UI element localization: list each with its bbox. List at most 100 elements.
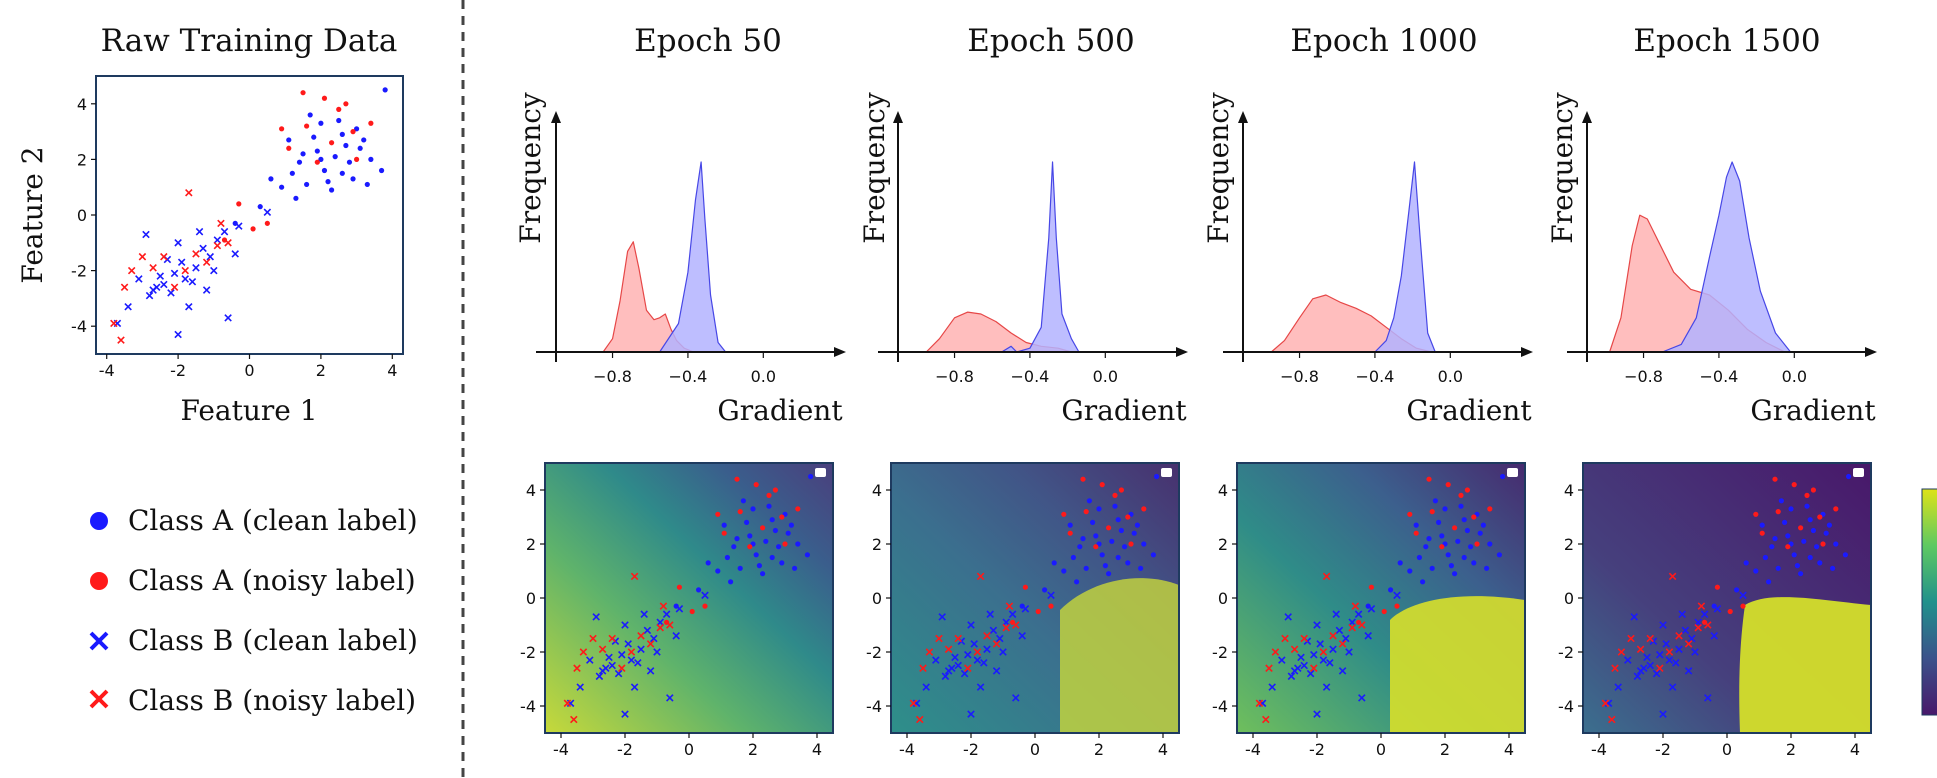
data-point (350, 176, 356, 182)
legend-marker-class-a-noisy (90, 572, 108, 590)
data-point (672, 632, 680, 640)
x-tick-label: 4 (1504, 740, 1514, 759)
data-point (618, 664, 626, 672)
data-point (127, 266, 136, 275)
data-point (788, 522, 795, 528)
data-point (1090, 519, 1096, 526)
y-tick-label: 4 (526, 481, 536, 500)
data-point (1093, 533, 1099, 539)
data-point (145, 291, 154, 300)
data-point (167, 289, 175, 297)
data-point (1255, 699, 1264, 708)
data-point (605, 653, 613, 662)
clean-gradient-density (1661, 161, 1792, 353)
epoch-1000-x-label: Gradient (1406, 394, 1532, 427)
data-point (1048, 603, 1054, 609)
data-point (576, 683, 584, 691)
data-point (1112, 492, 1118, 498)
data-point (1035, 608, 1041, 615)
data-point (1694, 623, 1702, 632)
data-point (1442, 506, 1448, 512)
data-point (1388, 587, 1394, 593)
data-point (1665, 648, 1674, 656)
data-point (1329, 645, 1337, 654)
data-point (1627, 634, 1635, 643)
data-point (1452, 571, 1458, 577)
data-point (263, 208, 272, 216)
data-point (737, 565, 743, 571)
data-point (1704, 621, 1712, 629)
data-point (996, 634, 1004, 643)
y-tick-label: -2 (520, 643, 536, 662)
x-axis-arrow (1865, 347, 1877, 357)
raw-data-panel: Raw Training Data -4 -2 0 2 4 4 2 0 -2 -4 Featur… (16, 23, 404, 427)
data-point (1480, 522, 1486, 528)
x-tick-label: 4 (1158, 740, 1168, 759)
x-tick-label: −0.8 (935, 367, 974, 386)
data-point (954, 634, 962, 643)
data-point (314, 159, 320, 165)
data-point (1668, 683, 1677, 691)
gradient-histogram-epoch-1000: Epoch 1000 −0.8 −0.4 0.0 Gradient Frequenc… (1202, 23, 1533, 427)
data-point (1791, 552, 1797, 558)
data-point (1662, 640, 1670, 648)
data-point (919, 664, 927, 672)
data-point (621, 710, 629, 718)
data-point (1636, 667, 1645, 675)
data-point (1766, 579, 1772, 585)
data-point (922, 683, 930, 691)
data-point (1500, 473, 1506, 480)
epoch-50-x-label: Gradient (717, 394, 843, 427)
data-point (329, 140, 335, 146)
data-point (1772, 536, 1778, 542)
x-tick-label: 0 (244, 361, 254, 380)
data-point (573, 664, 581, 672)
data-point (1778, 498, 1784, 504)
data-point (640, 610, 648, 618)
data-point (983, 632, 991, 640)
data-point (1319, 656, 1328, 664)
data-point (1668, 572, 1677, 581)
data-point (659, 602, 668, 610)
data-point (1798, 571, 1804, 577)
legend-label-class-b-clean: Class B (clean label) (128, 624, 418, 657)
x-tick-label: −0.8 (1280, 367, 1319, 386)
boundary-1000-high-region (1390, 596, 1525, 733)
data-point (1445, 482, 1451, 488)
data-point (983, 645, 991, 654)
data-point (769, 554, 775, 561)
data-point (656, 623, 664, 632)
data-point (174, 239, 182, 247)
data-point (217, 219, 225, 228)
boundary-1000-legend-box (1507, 468, 1518, 477)
boundary-1500-legend-box (1853, 468, 1864, 477)
data-point (1798, 525, 1804, 531)
data-point (1833, 506, 1839, 512)
data-point (378, 167, 385, 174)
data-point (382, 87, 388, 93)
data-point (195, 227, 204, 236)
data-point (120, 283, 129, 292)
data-point (1727, 608, 1733, 615)
data-point (1131, 530, 1137, 536)
data-point (666, 694, 674, 702)
y-tick-label: 0 (77, 206, 87, 225)
data-point (1477, 530, 1483, 536)
data-point (766, 492, 772, 498)
data-point (1394, 603, 1400, 609)
data-point (1397, 560, 1403, 566)
data-point (185, 302, 193, 311)
data-point (346, 159, 353, 165)
data-point (1051, 560, 1057, 566)
data-point (608, 634, 616, 643)
data-point (110, 319, 118, 328)
data-point (662, 610, 671, 618)
data-point (1300, 661, 1308, 670)
data-point (598, 667, 607, 675)
data-point (174, 330, 182, 339)
data-point (1633, 672, 1642, 681)
data-point (715, 511, 721, 517)
data-point (1775, 565, 1781, 571)
data-point (1381, 608, 1387, 615)
data-point (1833, 541, 1839, 547)
